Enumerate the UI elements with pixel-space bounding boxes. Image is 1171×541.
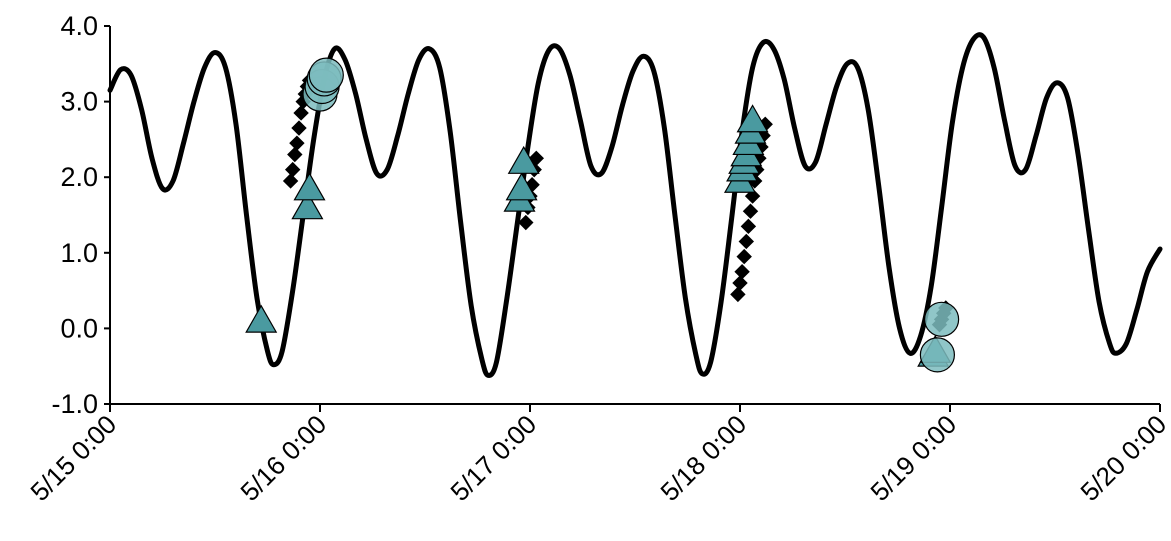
diamond-point bbox=[289, 135, 305, 151]
triangle-point bbox=[505, 172, 538, 201]
x-tick-label: 5/20 0:00 bbox=[1074, 409, 1171, 507]
diamond-point bbox=[291, 120, 307, 136]
y-tick-label: 3.0 bbox=[60, 87, 98, 117]
circle-point bbox=[919, 337, 956, 373]
diamond-point bbox=[736, 248, 752, 265]
y-tick-label: 1.0 bbox=[60, 238, 98, 268]
x-tick-label: 5/19 0:00 bbox=[864, 409, 962, 507]
triangle-point bbox=[507, 145, 540, 174]
circle-point bbox=[308, 57, 344, 93]
axes bbox=[104, 25, 1161, 412]
diamond-point bbox=[734, 263, 750, 280]
diamond-point bbox=[282, 173, 299, 189]
y-tick-label: 0.0 bbox=[60, 313, 98, 343]
diamond-point bbox=[732, 275, 748, 291]
y-tick-label: 2.0 bbox=[60, 162, 98, 192]
circle-point bbox=[923, 301, 960, 337]
diamond-point bbox=[518, 214, 534, 231]
diamond-point bbox=[738, 233, 755, 250]
series-line bbox=[107, 32, 1163, 378]
x-tick-label: 5/17 0:00 bbox=[444, 409, 542, 507]
x-tick-label: 5/18 0:00 bbox=[654, 409, 752, 507]
y-tick-label: 4.0 bbox=[60, 11, 98, 41]
diamond-point bbox=[742, 203, 759, 219]
triangle-point bbox=[291, 191, 324, 220]
marker-layer bbox=[245, 57, 960, 373]
diamond-point bbox=[284, 161, 301, 178]
diamond-point bbox=[740, 218, 757, 235]
x-tick-label: 5/15 0:00 bbox=[24, 409, 122, 507]
diamond-point bbox=[730, 286, 746, 303]
triangle-point bbox=[293, 172, 326, 201]
line-layer bbox=[107, 32, 1163, 378]
triangle-point bbox=[736, 104, 769, 133]
x-tick-label: 5/16 0:00 bbox=[234, 409, 332, 507]
y-tick-label: -1.0 bbox=[51, 389, 98, 419]
diamond-point bbox=[287, 146, 303, 163]
diamond-point bbox=[293, 105, 309, 121]
triangle-point bbox=[245, 304, 278, 333]
